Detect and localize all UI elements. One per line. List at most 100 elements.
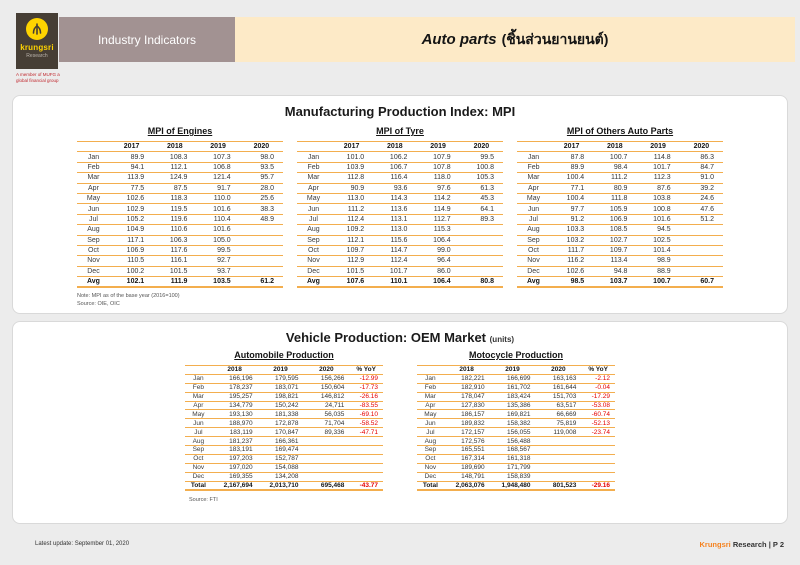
table-row: Dec 169,355 134,208 xyxy=(185,472,383,482)
row-label: Mar xyxy=(307,174,320,182)
table-row: Jun 111.2 113.6 114.9 64.1 xyxy=(297,204,503,215)
cell-value: 112.3 xyxy=(653,174,671,182)
column-header-blank xyxy=(77,142,110,152)
row-label: Avg xyxy=(526,278,540,286)
cell-value: 108.5 xyxy=(609,226,628,234)
cell-value: 166,699 xyxy=(506,375,531,383)
cell-value: 100.8 xyxy=(653,205,671,213)
cell-value: 169,821 xyxy=(506,410,531,418)
cell-value xyxy=(535,437,581,446)
cell-value: 198,821 xyxy=(274,393,299,401)
cell-value: 110.4 xyxy=(213,215,231,223)
column-header-blank xyxy=(417,366,444,375)
cell-value: 161,702 xyxy=(506,384,531,392)
cell-value: 183,191 xyxy=(229,446,253,454)
cell-value: 71,704 xyxy=(324,419,345,427)
cell-value xyxy=(303,454,349,463)
cell-value: 105.0 xyxy=(213,236,231,244)
cell-value: 695,468 xyxy=(320,481,345,489)
column-header: % YoY xyxy=(356,366,376,374)
cell-value xyxy=(680,245,723,255)
table-row: Dec 102.6 94.8 88.9 xyxy=(517,266,723,277)
table-row: Dec 148,791 158,839 xyxy=(417,472,615,482)
cell-value: 100.2 xyxy=(126,267,145,275)
row-label: Jul xyxy=(309,215,318,223)
cell-value: 105.9 xyxy=(609,205,628,213)
logo-tagline: A member of MUFG a global financial grou… xyxy=(16,72,60,83)
cell-value: 109.7 xyxy=(609,247,628,255)
cell-value: 2,013,710 xyxy=(269,481,299,489)
table-row: Apr 77.5 87.5 91.7 28.0 xyxy=(77,183,283,194)
table-row: Aug 172,576 156,488 xyxy=(417,437,615,446)
mpi-note-line: Note: MPI as of the base year (2016=100) xyxy=(77,292,180,299)
footer-brand: Krungsri Research | P 2 xyxy=(699,540,784,549)
cell-value: 84.7 xyxy=(700,163,714,171)
table-row: Jan 87.8 100.7 114.8 86.3 xyxy=(517,152,723,163)
cell-value: 181,237 xyxy=(229,437,253,445)
cell-value: 94.5 xyxy=(657,226,671,234)
cell-value: 171,799 xyxy=(506,464,531,472)
table-row: Oct 111.7 109.7 101.4 xyxy=(517,245,723,256)
row-label: Feb xyxy=(424,384,436,392)
cell-value: 112.9 xyxy=(347,257,365,265)
cell-value: 127,830 xyxy=(461,402,485,409)
cell-value: 121.4 xyxy=(213,174,231,182)
cell-value: 111.8 xyxy=(610,195,628,203)
row-label: Jun xyxy=(527,205,540,213)
cell-value: -69.10 xyxy=(359,410,378,418)
cell-value: 113.0 xyxy=(390,226,408,234)
row-label: Nov xyxy=(87,257,100,265)
cell-value: 186,157 xyxy=(461,410,485,418)
cell-value: 2,167,694 xyxy=(223,481,253,489)
column-header: 2020 xyxy=(319,366,334,374)
row-label: Apr xyxy=(88,184,99,192)
cell-value: 181,338 xyxy=(274,410,299,418)
cell-value: 86.0 xyxy=(437,267,451,275)
row-label: Jan xyxy=(193,375,204,383)
cell-value: 107.3 xyxy=(213,153,231,161)
cell-value: 102.5 xyxy=(653,236,671,244)
table-row: Feb 94.1 112.1 106.8 93.5 xyxy=(77,162,283,173)
row-label: Oct xyxy=(88,247,99,255)
cell-value: -58.52 xyxy=(359,419,378,427)
row-label: Sep xyxy=(527,236,540,244)
column-header: % YoY xyxy=(588,366,608,374)
table-row: Mar 113.9 124.9 121.4 95.7 xyxy=(77,173,283,184)
cell-value: 106.8 xyxy=(213,163,231,171)
cell-value xyxy=(535,454,581,463)
cell-value: 103.3 xyxy=(566,226,585,234)
cell-value: 94.1 xyxy=(130,163,145,171)
mpi-note: Note: MPI as of the base year (2016=100)… xyxy=(77,292,787,309)
table-row: May 113.0 114.3 114.2 45.3 xyxy=(297,193,503,204)
table-row: Aug 109.2 113.0 115.3 xyxy=(297,225,503,236)
cell-value: 2,063,076 xyxy=(455,481,485,489)
row-label: Dec xyxy=(87,267,100,275)
oem-tables-row: Automobile Production 2018 2019 2020% YoY … xyxy=(13,345,787,491)
cell-value: 113.6 xyxy=(390,205,408,213)
cell-value: 106.9 xyxy=(609,215,628,223)
cell-value: 110.0 xyxy=(213,195,231,203)
column-header: 2020 xyxy=(253,143,270,151)
table-row: Avg 98.5 103.7 100.7 60.7 xyxy=(517,277,723,287)
cell-value: 111.2 xyxy=(347,205,365,213)
table-row: Nov 112.9 112.4 96.4 xyxy=(297,256,503,267)
krungsri-logo: krungsri Research xyxy=(16,13,58,69)
cell-value xyxy=(303,446,349,455)
table-row: Mar 195,257 198,821 146,812 -26.16 xyxy=(185,392,383,402)
cell-value xyxy=(303,437,349,446)
row-label: Avg xyxy=(306,278,320,286)
cell-value: 102.1 xyxy=(126,278,145,286)
row-label: Jan xyxy=(87,153,100,161)
row-label: Jan xyxy=(307,153,320,161)
cell-value: 99.5 xyxy=(480,153,494,161)
cell-value: 165,551 xyxy=(461,446,485,454)
cell-value: 109.2 xyxy=(346,226,365,234)
cell-value: 116.4 xyxy=(390,174,408,182)
cell-value: 183,071 xyxy=(274,384,299,392)
automobile-production-table: Automobile Production 2018 2019 2020% YoY … xyxy=(185,350,383,491)
cell-value: -17.29 xyxy=(591,393,610,401)
cell-value: 105.2 xyxy=(126,215,145,223)
cell-value: 111.2 xyxy=(610,174,628,182)
cell-value xyxy=(581,446,615,455)
cell-value: 98.0 xyxy=(260,153,274,161)
